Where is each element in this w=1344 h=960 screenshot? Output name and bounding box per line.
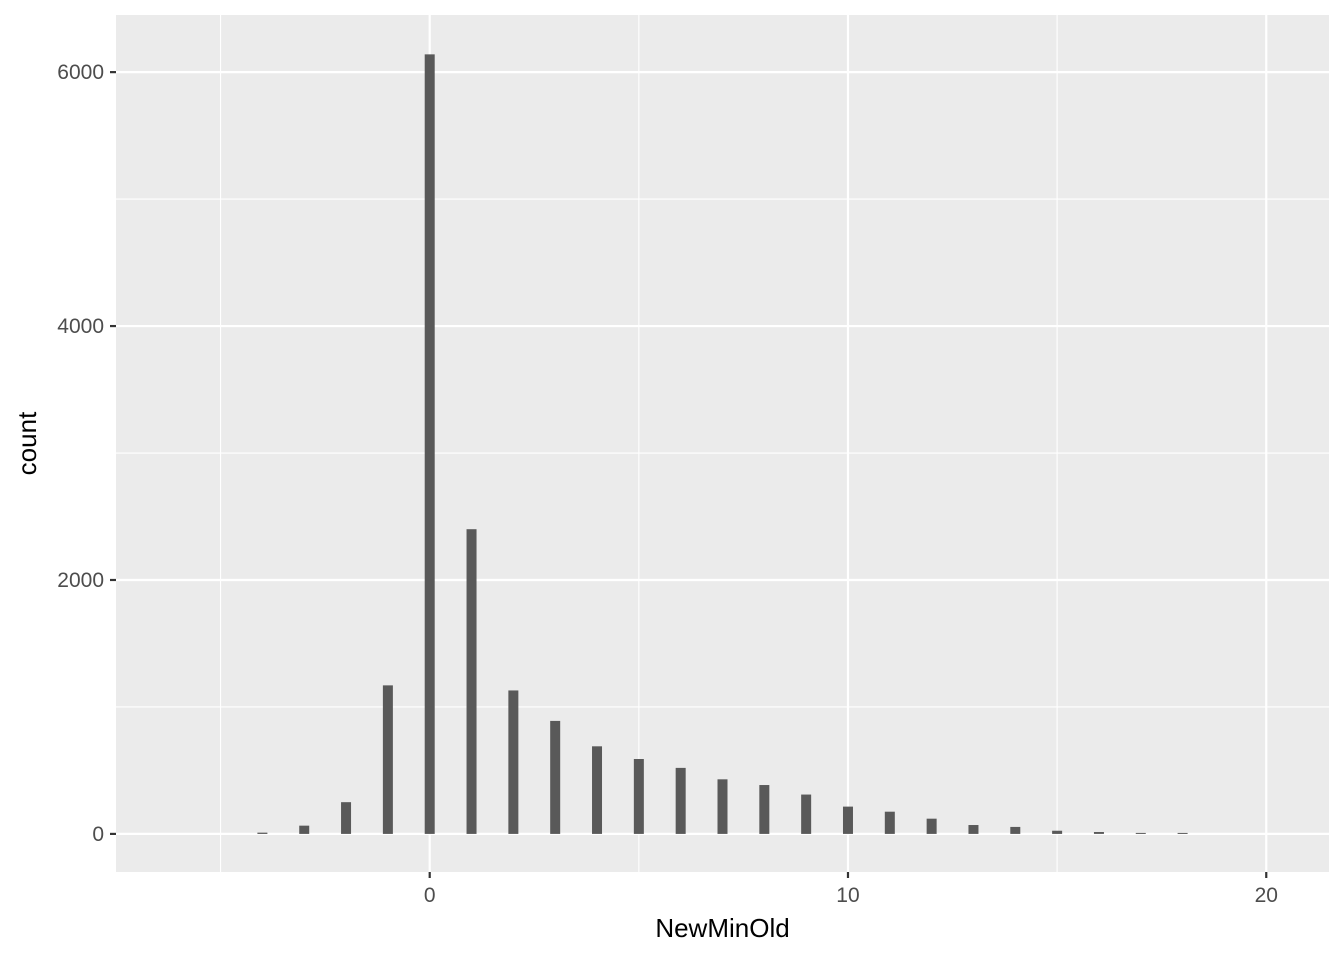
histogram-bar	[633, 759, 644, 834]
histogram-bar	[926, 818, 937, 834]
histogram-bar	[424, 54, 435, 834]
histogram-bar	[592, 746, 603, 834]
plot-panel	[116, 15, 1329, 872]
x-axis-title: NewMinOld	[655, 913, 789, 943]
histogram-bar	[466, 529, 477, 834]
histogram-bars	[257, 54, 1188, 834]
histogram-bar	[1135, 832, 1146, 834]
histogram-bar	[382, 685, 393, 834]
histogram-bar	[1052, 830, 1063, 834]
x-tick-label: 0	[424, 884, 436, 907]
histogram-bar	[257, 832, 268, 834]
minor-gridlines	[116, 15, 1329, 872]
x-axis: 0 10 20	[424, 872, 1278, 907]
histogram-bar	[884, 811, 895, 834]
histogram-bar	[759, 785, 770, 834]
histogram-bar	[1093, 832, 1104, 834]
histogram-bar	[299, 825, 310, 834]
histogram-bar	[550, 720, 561, 834]
histogram-bar	[341, 802, 352, 834]
y-tick-label: 4000	[57, 315, 104, 338]
y-tick-label: 0	[92, 823, 104, 846]
histogram-bar	[1010, 826, 1021, 834]
y-axis-title: count	[12, 411, 42, 475]
y-tick-label: 6000	[57, 61, 104, 84]
histogram-bar	[717, 779, 728, 834]
histogram-bar	[968, 825, 979, 834]
x-tick-label: 20	[1255, 884, 1278, 907]
histogram-bar	[801, 794, 812, 834]
histogram-bar	[1177, 832, 1188, 834]
x-tick-label: 10	[836, 884, 859, 907]
histogram-bar	[508, 690, 519, 834]
histogram-bar	[675, 767, 686, 834]
y-axis: 0 2000 4000 6000	[57, 61, 116, 846]
y-tick-label: 2000	[57, 569, 104, 592]
histogram-bar	[842, 806, 853, 834]
